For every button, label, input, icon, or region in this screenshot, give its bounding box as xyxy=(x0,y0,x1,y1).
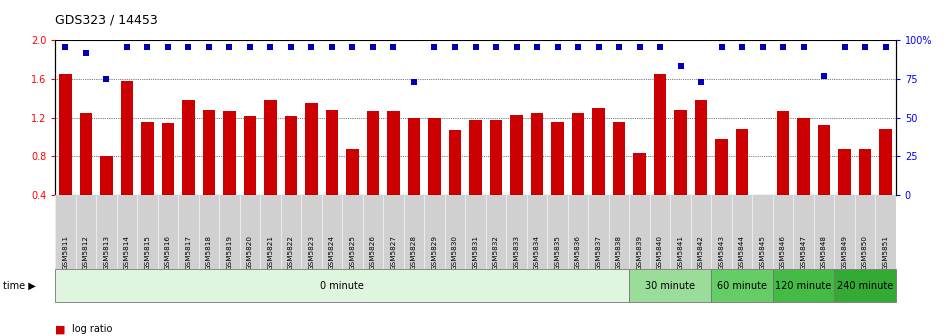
Bar xyxy=(695,100,708,234)
Point xyxy=(58,44,73,50)
Bar xyxy=(777,111,789,234)
Point xyxy=(427,44,442,50)
Point xyxy=(591,44,606,50)
Bar xyxy=(674,110,687,234)
Point xyxy=(468,44,483,50)
Bar xyxy=(223,111,236,234)
Point xyxy=(571,44,586,50)
Bar xyxy=(470,121,481,234)
Point xyxy=(611,44,627,50)
Point xyxy=(652,44,668,50)
Bar xyxy=(80,113,92,234)
Point xyxy=(283,44,299,50)
Bar xyxy=(121,81,133,234)
Bar xyxy=(756,195,768,234)
Point xyxy=(714,44,729,50)
Text: ■: ■ xyxy=(55,324,66,334)
Point xyxy=(181,44,196,50)
Bar xyxy=(305,103,318,234)
Point xyxy=(78,50,93,55)
Point xyxy=(324,44,340,50)
Bar xyxy=(55,269,630,302)
Bar xyxy=(243,116,256,234)
Point xyxy=(693,79,708,85)
Bar xyxy=(100,156,112,234)
Text: 240 minute: 240 minute xyxy=(837,281,893,291)
Point xyxy=(550,44,565,50)
Point xyxy=(161,44,176,50)
Bar xyxy=(326,110,339,234)
Bar xyxy=(715,139,728,234)
Point xyxy=(631,44,647,50)
Point xyxy=(365,44,380,50)
Point xyxy=(755,44,770,50)
Point xyxy=(837,44,852,50)
Bar xyxy=(736,129,748,234)
Bar xyxy=(839,150,851,234)
Bar xyxy=(264,100,277,234)
Bar xyxy=(490,121,502,234)
Bar xyxy=(284,116,297,234)
Text: GDS323 / 14453: GDS323 / 14453 xyxy=(55,14,158,27)
Bar xyxy=(449,130,461,234)
Bar xyxy=(773,269,834,302)
Text: log ratio: log ratio xyxy=(72,324,112,334)
Point xyxy=(243,44,258,50)
Bar xyxy=(367,111,379,234)
Point xyxy=(447,44,462,50)
Point xyxy=(796,44,811,50)
Text: time ▶: time ▶ xyxy=(3,281,35,291)
Bar xyxy=(552,122,564,234)
Text: 30 minute: 30 minute xyxy=(646,281,695,291)
Point xyxy=(878,44,893,50)
Point xyxy=(99,76,114,82)
Bar xyxy=(612,122,625,234)
Bar xyxy=(592,108,605,234)
Point xyxy=(817,73,832,79)
Bar xyxy=(859,150,871,234)
Bar xyxy=(531,113,543,234)
Bar xyxy=(834,269,896,302)
Bar xyxy=(346,149,359,234)
Bar xyxy=(428,118,440,234)
Text: 60 minute: 60 minute xyxy=(717,281,767,291)
Point xyxy=(345,44,360,50)
Point xyxy=(530,44,545,50)
Point xyxy=(775,44,790,50)
Text: 120 minute: 120 minute xyxy=(775,281,832,291)
Bar xyxy=(183,100,195,234)
Bar xyxy=(408,118,420,234)
Bar xyxy=(572,113,584,234)
Bar xyxy=(633,153,646,234)
Point xyxy=(858,44,873,50)
Point xyxy=(489,44,504,50)
Bar xyxy=(818,125,830,234)
Point xyxy=(509,44,524,50)
Bar xyxy=(203,110,215,234)
Point xyxy=(406,79,421,85)
Bar xyxy=(511,115,523,234)
Point xyxy=(304,44,320,50)
Bar xyxy=(630,269,711,302)
Point xyxy=(222,44,237,50)
Point xyxy=(119,44,134,50)
Bar xyxy=(142,122,153,234)
Point xyxy=(386,44,401,50)
Bar xyxy=(880,129,892,234)
Point xyxy=(734,44,749,50)
Text: 0 minute: 0 minute xyxy=(320,281,364,291)
Point xyxy=(140,44,155,50)
Bar xyxy=(59,74,71,234)
Bar xyxy=(162,123,174,234)
Bar xyxy=(711,269,773,302)
Point xyxy=(202,44,217,50)
Bar xyxy=(798,118,809,234)
Point xyxy=(262,44,278,50)
Bar xyxy=(387,111,399,234)
Bar xyxy=(654,74,667,234)
Point xyxy=(673,64,689,69)
